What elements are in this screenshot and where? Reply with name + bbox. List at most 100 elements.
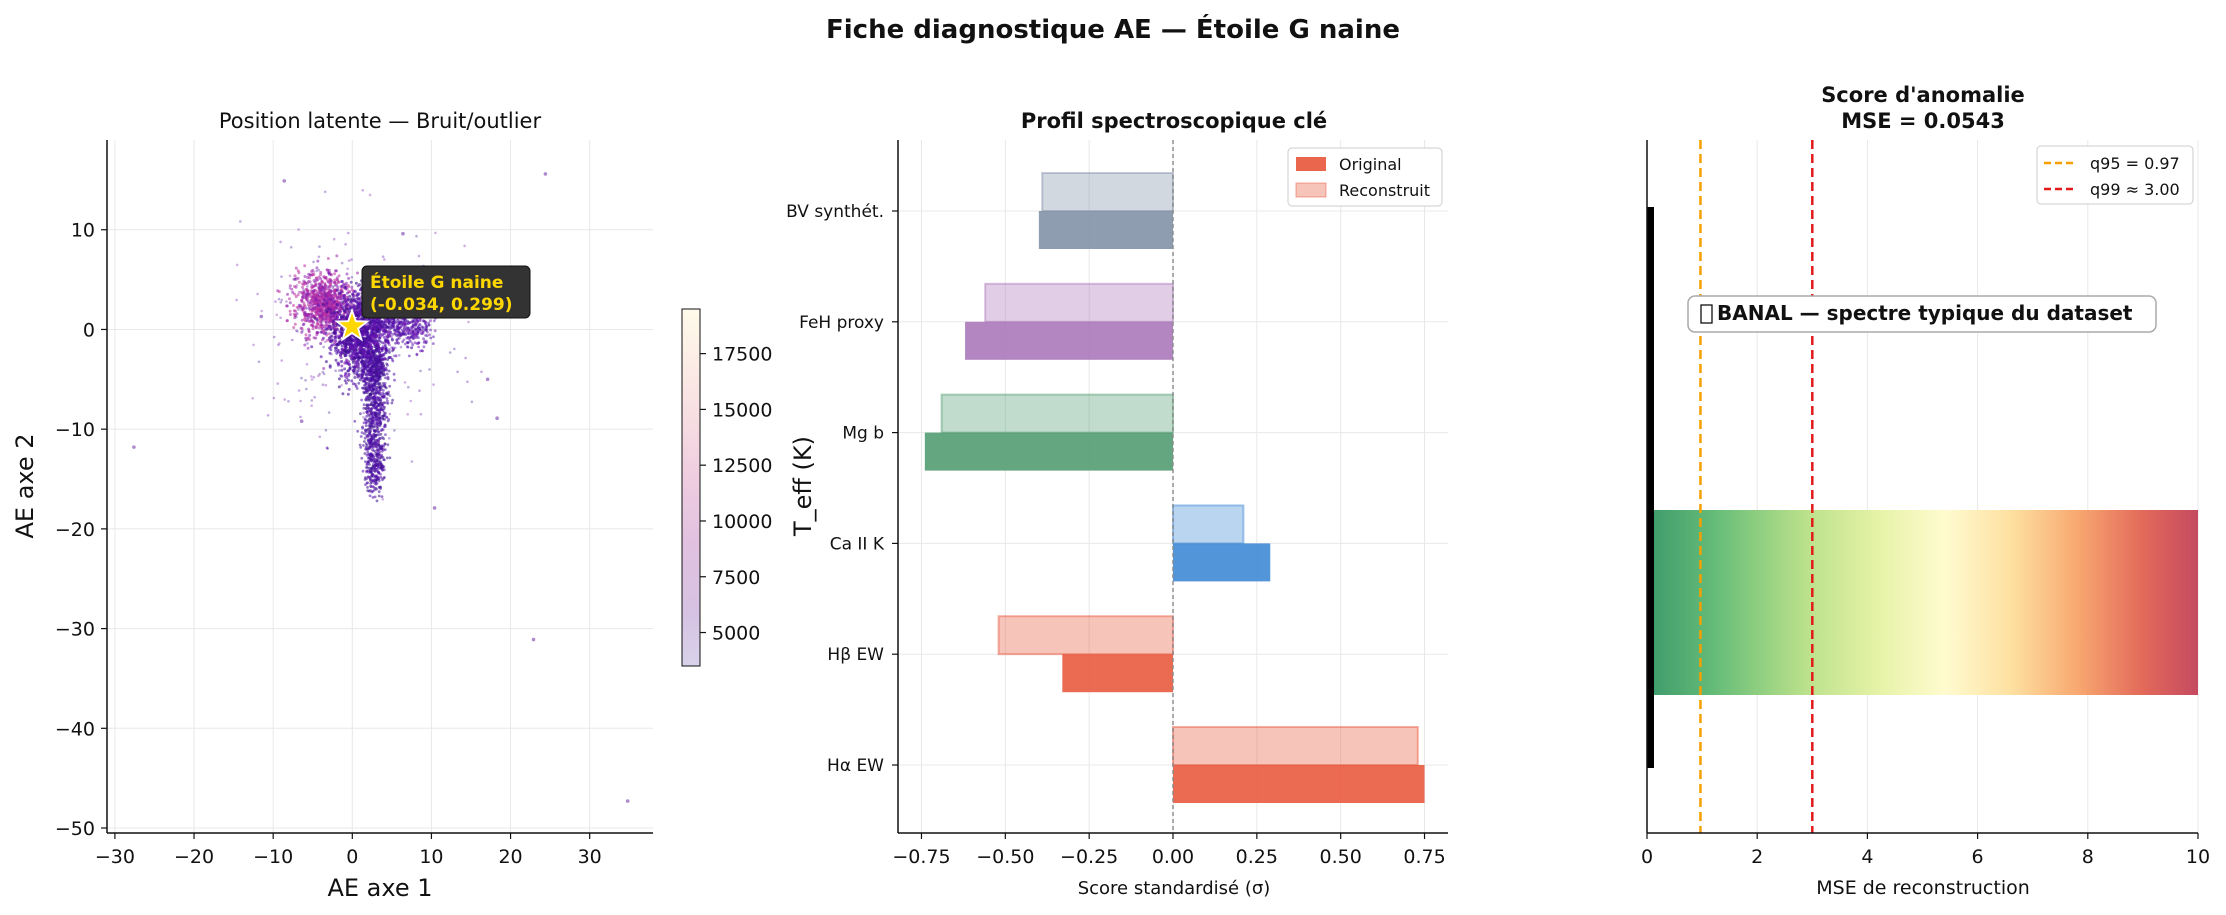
- scatter-point: [296, 293, 300, 297]
- scatter-point: [373, 406, 377, 410]
- scatter-point: [368, 397, 372, 401]
- scatter-point: [345, 316, 349, 320]
- scatter-point: [306, 289, 310, 293]
- scatter-point: [295, 315, 298, 319]
- colorbar-tick-label: 5000: [712, 623, 760, 645]
- scatter-point: [361, 344, 365, 347]
- scatter-point: [316, 259, 320, 263]
- scatter-point: [410, 325, 413, 329]
- scatter-point: [353, 373, 357, 376]
- scatter-point: [367, 373, 371, 377]
- scatter-point: [310, 345, 314, 349]
- scatter-point: [402, 332, 406, 336]
- scatter-point: [391, 322, 394, 326]
- scatter-point: [341, 348, 345, 352]
- scatter-outlier-point: [432, 506, 437, 510]
- scatter-point: [381, 455, 385, 459]
- scatter-point: [298, 304, 302, 307]
- scatter-point: [333, 346, 337, 350]
- scatter-point: [320, 314, 324, 318]
- scatter-point: [365, 481, 369, 485]
- x-tick-label: 4: [1861, 846, 1873, 868]
- colorbar-label: T_eff (K): [789, 436, 817, 537]
- scatter-point: [345, 281, 348, 285]
- mse-value-bar: [1647, 207, 1654, 768]
- scatter-point: [373, 324, 377, 328]
- threshold-lines: [1699, 140, 1814, 833]
- scatter-point: [406, 413, 410, 416]
- scatter-point: [385, 372, 389, 376]
- scatter-point: [257, 360, 261, 364]
- category-label: FeH proxy: [799, 313, 884, 333]
- scatter-point: [376, 339, 380, 342]
- highlight-annotation: Étoile G naine (-0.034, 0.299): [361, 265, 531, 319]
- scatter-point: [308, 273, 312, 276]
- scatter-point: [287, 297, 291, 301]
- scatter-point: [299, 326, 303, 330]
- legend-label-reconstruit: Reconstruit: [1339, 181, 1430, 200]
- scatter-point: [340, 261, 344, 265]
- scatter-point: [387, 321, 391, 325]
- scatter-point: [316, 278, 320, 282]
- scatter-point: [386, 335, 389, 339]
- scatter-point: [344, 307, 348, 311]
- category-label: Hα EW: [827, 756, 884, 776]
- scatter-point: [352, 371, 356, 374]
- scatter-point: [334, 349, 338, 353]
- scatter-point: [286, 292, 289, 296]
- y-tick-label: 0: [83, 319, 95, 341]
- scatter-point: [381, 466, 384, 470]
- scatter-point: [367, 430, 371, 434]
- scatter-point: [417, 345, 420, 349]
- scatter-point: [417, 326, 420, 330]
- x-tick-label: 30: [578, 846, 602, 868]
- scatter-point: [358, 302, 361, 305]
- scatter-point: [346, 291, 349, 295]
- scatter-point: [382, 458, 385, 461]
- scatter-point: [317, 311, 321, 315]
- scatter-point: [279, 301, 283, 304]
- scatter-point: [292, 326, 296, 329]
- colorbar-tick-label: 7500: [712, 567, 760, 589]
- scatter-outlier-point: [543, 172, 548, 176]
- scatter-point: [315, 269, 318, 273]
- scatter-point: [324, 360, 328, 364]
- scatter-point: [424, 341, 428, 345]
- scatter-point: [415, 353, 419, 357]
- scatter-point: [390, 337, 394, 341]
- scatter-point: [344, 381, 348, 385]
- scatter-point: [369, 342, 373, 346]
- scatter-point: [323, 283, 327, 287]
- scatter-point: [295, 312, 299, 316]
- scatter-point: [368, 414, 372, 418]
- scatter-point: [337, 292, 341, 296]
- scatter-point: [314, 283, 318, 287]
- scatter-point: [311, 306, 315, 310]
- scatter-point: [376, 452, 379, 456]
- scatter-point: [378, 386, 381, 389]
- scatter-point: [347, 276, 351, 280]
- scatter-point: [378, 416, 382, 420]
- scatter-point: [360, 398, 363, 402]
- highlight-name: Étoile G naine: [370, 271, 503, 293]
- scatter-point: [317, 268, 321, 272]
- scatter-point: [372, 437, 376, 441]
- scatter-point: [333, 294, 337, 298]
- scatter-point: [353, 419, 357, 423]
- scatter-point: [306, 342, 309, 345]
- scatter-point: [364, 347, 367, 350]
- scatter-point: [470, 400, 474, 404]
- scatter-point: [374, 322, 378, 326]
- scatter-point: [357, 292, 361, 295]
- scatter-point: [361, 469, 365, 473]
- scatter-point: [311, 303, 315, 307]
- scatter-point: [367, 387, 371, 391]
- scatter-point: [321, 302, 325, 306]
- scatter-point: [374, 443, 377, 447]
- scatter-point: [367, 350, 371, 353]
- scatter-point: [363, 384, 366, 387]
- scatter-point: [407, 354, 411, 358]
- scatter-point: [320, 296, 324, 299]
- scatter-point: [347, 259, 351, 262]
- scatter-point: [310, 319, 314, 323]
